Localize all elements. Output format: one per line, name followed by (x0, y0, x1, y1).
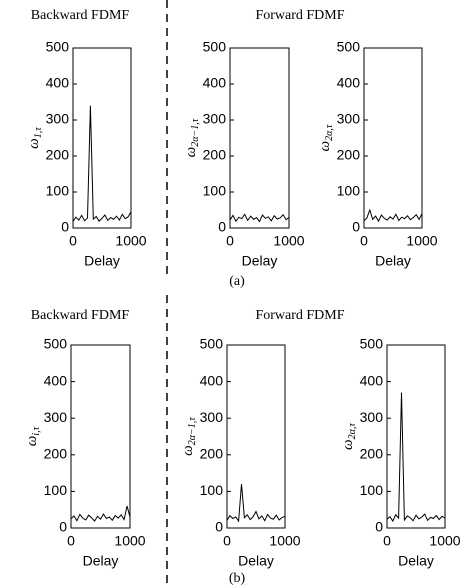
y-tick-label: 200 (337, 147, 361, 163)
y-tick-label: 400 (46, 75, 70, 91)
x-axis-label: Delay (83, 553, 119, 569)
y-tick-label: 100 (203, 183, 227, 199)
y-axis-label-subscript: 2α,τ (324, 124, 335, 141)
y-tick-label: 400 (44, 372, 68, 388)
y-axis-label: ω2α,τ (340, 423, 358, 450)
y-tick-label: 400 (337, 75, 361, 91)
y-tick-label: 300 (360, 409, 384, 425)
x-tick-label: 0 (69, 233, 77, 249)
axes-frame (363, 47, 423, 229)
y-axis-label: ω2α−1,τ (183, 118, 201, 157)
x-tick-label: 0 (360, 233, 368, 249)
y-axis-label-subscript: 2α−1,τ (190, 118, 201, 146)
y-tick-label: 0 (215, 519, 223, 535)
axes-frame (72, 47, 132, 229)
series-line (363, 208, 423, 223)
y-axis-label-subscript: i,τ (31, 426, 42, 435)
axes-frame (226, 344, 286, 529)
x-tick-label: 0 (223, 533, 231, 549)
series-line (72, 105, 132, 222)
y-tick-label: 0 (218, 219, 226, 235)
y-tick-label: 500 (44, 336, 68, 352)
y-tick-label: 0 (61, 219, 69, 235)
y-axis-label-symbol: ω (24, 436, 40, 447)
y-axis-label: ω2α,τ (317, 124, 335, 151)
series-line (229, 213, 290, 223)
series-line (70, 505, 131, 522)
y-tick-label: 100 (200, 482, 224, 498)
y-tick-label: 100 (337, 183, 361, 199)
y-tick-label: 400 (203, 75, 227, 91)
y-axis-label-symbol: ω (340, 439, 356, 450)
heading: Backward FDMF (31, 308, 130, 323)
y-tick-label: 500 (46, 39, 70, 55)
y-tick-label: 500 (360, 336, 384, 352)
y-axis-label-subscript: 1,τ (33, 127, 44, 139)
x-axis-label: Delay (398, 553, 434, 569)
y-axis-label-symbol: ω (26, 138, 42, 149)
x-tick-label: 1000 (429, 533, 460, 549)
axes-frame (70, 344, 131, 529)
y-tick-label: 200 (203, 147, 227, 163)
heading: Forward FDMF (255, 8, 344, 23)
x-tick-label: 1000 (269, 533, 300, 549)
x-tick-label: 1000 (115, 233, 146, 249)
caption: (a) (229, 274, 245, 289)
x-tick-label: 0 (383, 533, 391, 549)
y-tick-label: 0 (352, 219, 360, 235)
y-tick-label: 0 (375, 519, 383, 535)
y-tick-label: 500 (203, 39, 227, 55)
y-axis-label: ω2α−1,τ (180, 417, 198, 456)
y-tick-label: 200 (360, 446, 384, 462)
y-axis-label-subscript: 2α,τ (347, 423, 358, 440)
y-tick-label: 300 (203, 111, 227, 127)
y-axis-label: ωi,τ (24, 426, 42, 446)
y-tick-label: 200 (200, 446, 224, 462)
y-tick-label: 100 (44, 482, 68, 498)
x-axis-label: Delay (242, 253, 278, 269)
y-tick-label: 200 (46, 147, 70, 163)
y-axis-label-symbol: ω (180, 445, 196, 456)
y-axis-label: ω1,τ (26, 127, 44, 149)
axes-frame (229, 47, 290, 229)
y-tick-label: 0 (59, 519, 67, 535)
y-tick-label: 500 (200, 336, 224, 352)
y-axis-label-symbol: ω (183, 147, 199, 158)
x-axis-label: Delay (84, 253, 120, 269)
series-line (386, 392, 446, 523)
caption: (b) (229, 571, 246, 586)
x-axis-label: Delay (238, 553, 274, 569)
y-tick-label: 200 (44, 446, 68, 462)
y-tick-label: 400 (200, 372, 224, 388)
x-tick-label: 0 (67, 533, 75, 549)
series-line (226, 484, 286, 523)
y-tick-label: 400 (360, 372, 384, 388)
y-tick-label: 300 (337, 111, 361, 127)
y-tick-label: 500 (337, 39, 361, 55)
y-tick-label: 100 (46, 183, 70, 199)
y-tick-label: 300 (44, 409, 68, 425)
x-tick-label: 1000 (406, 233, 437, 249)
x-tick-label: 1000 (273, 233, 304, 249)
heading: Backward FDMF (31, 8, 130, 23)
x-axis-label: Delay (375, 253, 411, 269)
y-tick-label: 300 (200, 409, 224, 425)
y-axis-label-subscript: 2α−1,τ (187, 417, 198, 445)
x-tick-label: 1000 (114, 533, 145, 549)
y-tick-label: 300 (46, 111, 70, 127)
y-tick-label: 100 (360, 482, 384, 498)
x-tick-label: 0 (226, 233, 234, 249)
axes-frame (386, 344, 446, 529)
y-axis-label-symbol: ω (317, 141, 333, 152)
heading: Forward FDMF (255, 308, 344, 323)
